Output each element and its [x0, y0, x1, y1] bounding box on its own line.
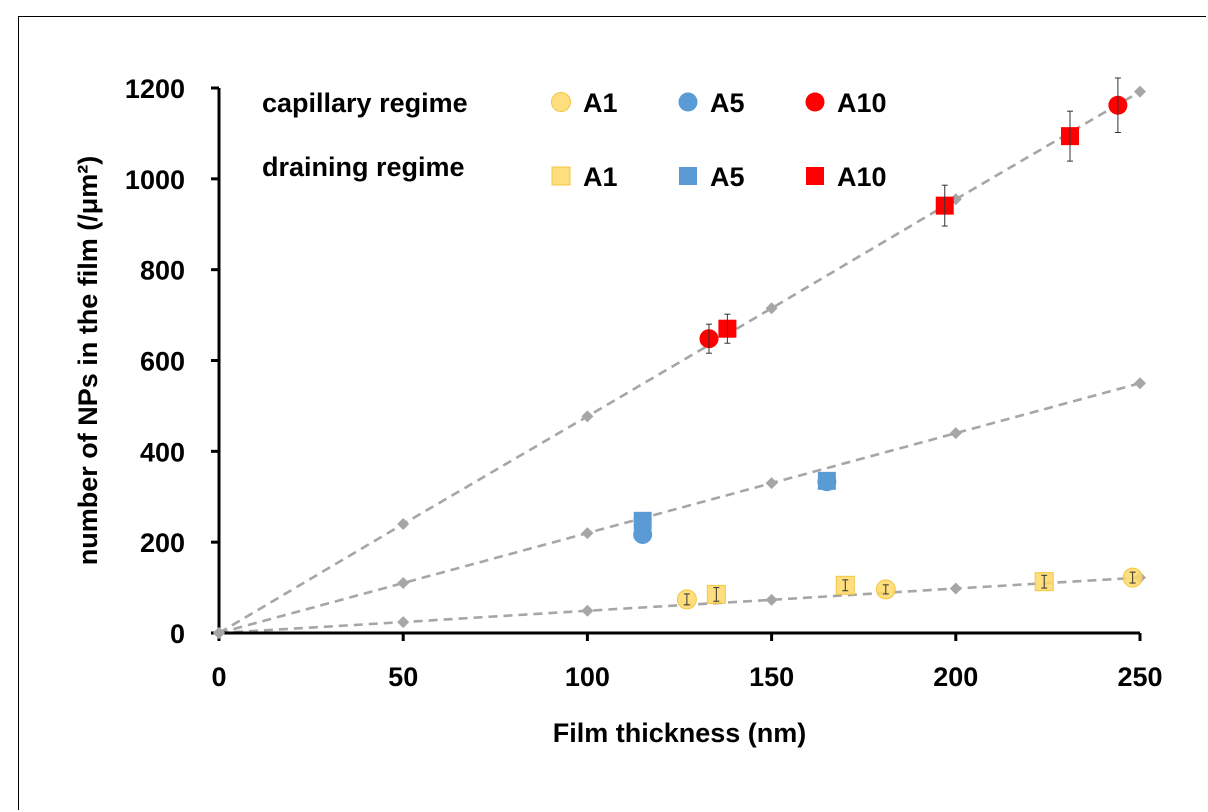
reference-lines: [218, 90, 1141, 635]
y-ticks: 0 200 400 600 800 1000 1200: [125, 74, 219, 649]
chart-frame: [18, 16, 1206, 810]
reference-diamond-marker: [581, 604, 594, 617]
x-tick-label: 150: [749, 662, 794, 692]
legend-marker: [678, 92, 698, 112]
legend-marker: [551, 92, 571, 112]
legend-marker: [679, 167, 697, 185]
reference-diamond-marker: [397, 518, 410, 530]
x-tick-label: 200: [933, 662, 978, 692]
legend-entry-label: A10: [837, 162, 887, 192]
legend-row-label-capillary: capillary regime: [262, 88, 468, 118]
y-tick-label: 1000: [125, 165, 185, 195]
legend-marker: [551, 166, 571, 186]
data-point-group: [935, 184, 954, 227]
y-tick-label: 1200: [125, 74, 185, 104]
y-tick-label: 600: [140, 347, 185, 377]
legend-row-label-draining: draining regime: [262, 152, 465, 182]
reference-diamond-marker: [1134, 377, 1146, 390]
reference-markers: [213, 85, 1146, 639]
legend-entry-label: A10: [837, 88, 887, 118]
data-point-group: [835, 575, 855, 595]
legend-entry-label: A5: [710, 162, 745, 192]
data-point-group: [718, 313, 737, 344]
reference-diamond-marker: [1134, 85, 1146, 98]
reference-diamond-marker: [397, 616, 410, 629]
data-point-square: [817, 471, 836, 490]
x-axis-title: Film thickness (nm): [553, 718, 807, 748]
data-point-square: [633, 511, 652, 530]
data-points: [633, 77, 1143, 610]
reference-line: [218, 90, 1141, 635]
data-point-group: [676, 589, 697, 610]
reference-diamond-marker: [949, 582, 962, 595]
legend-entry-label: A1: [583, 88, 618, 118]
data-point-group: [706, 584, 726, 604]
data-point-group: [875, 579, 896, 600]
reference-diamond-marker: [765, 477, 778, 490]
reference-line: [218, 381, 1141, 635]
data-point-group: [1108, 77, 1128, 134]
data-point-group: [699, 323, 719, 354]
x-ticks: 0 50 100 150 200 250: [211, 633, 1163, 692]
legend-marker: [805, 92, 825, 112]
x-tick-label: 50: [388, 662, 418, 692]
x-tick-label: 250: [1117, 662, 1162, 692]
reference-diamond-marker: [581, 410, 594, 423]
legend-entry-label: A5: [710, 88, 745, 118]
data-point-group: [1034, 572, 1054, 592]
data-point-group: [1061, 110, 1080, 162]
y-tick-label: 0: [170, 619, 185, 649]
data-point-group: [1122, 567, 1143, 588]
x-tick-label: 100: [565, 662, 610, 692]
reference-diamond-marker: [213, 627, 225, 639]
reference-line: [218, 576, 1141, 635]
legend-marker: [806, 167, 824, 185]
y-tick-label: 400: [140, 437, 185, 467]
data-point-group: [817, 471, 836, 490]
reference-diamond-marker: [765, 302, 778, 315]
reference-diamond-marker: [397, 577, 410, 590]
legend-entry-label: A1: [583, 162, 618, 192]
y-axis-title: number of NPs in the film (/μm²): [73, 156, 103, 566]
legend-entries: A1 A5 A10 A1 A5 A10: [551, 88, 887, 192]
reference-diamond-marker: [581, 527, 594, 540]
data-point-group: [633, 511, 652, 530]
reference-diamond-marker: [765, 593, 778, 606]
x-tick-label: 0: [211, 662, 226, 692]
reference-diamond-marker: [949, 427, 962, 440]
y-tick-label: 200: [140, 528, 185, 558]
legend: capillary regime draining regime A1 A5 A10…: [262, 88, 887, 192]
y-tick-label: 800: [140, 256, 185, 286]
